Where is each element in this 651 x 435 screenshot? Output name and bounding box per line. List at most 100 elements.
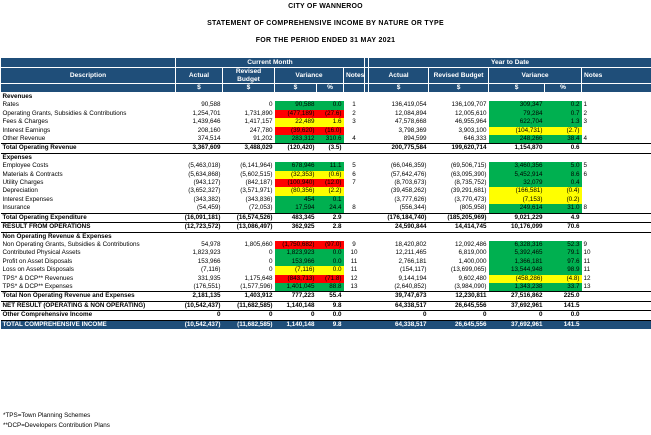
ytd-actual: (176,184,740): [368, 212, 429, 224]
ytd-variance: 3,460,356: [488, 162, 545, 171]
report-header: CITY OF WANNEROO STATEMENT OF COMPREHENS…: [0, 0, 651, 45]
ytd-budget: (8,735,752): [454, 179, 487, 187]
cm-variance-pct: (0.6): [316, 170, 344, 180]
column-gap: [364, 222, 369, 233]
row-description: TOTAL COMPREHENSIVE INCOME: [0, 320, 176, 329]
cm-variance-pct: 0.0: [316, 101, 344, 110]
ytd-budget: 646,333: [463, 135, 487, 143]
ytd-variance: 6,328,316: [488, 240, 545, 250]
row-description: Fees & Charges: [2, 118, 49, 126]
header-cm-budget: Revised Budget: [222, 67, 275, 84]
ytd-variance-pct: (4.8): [544, 274, 582, 283]
ytd-variance: 5,452,914: [488, 170, 545, 180]
ytd-variance-pct: (0.2): [544, 195, 582, 205]
ytd-variance: 9,021,229: [488, 212, 545, 224]
table-row: Profit on Asset Disposals 153,966 0 153,966…: [1, 257, 651, 267]
header-blank: [0, 57, 176, 68]
ytd-variance-pct: 0.7: [544, 109, 582, 119]
footnote-dcp: **DCP=Developers Contribution Plans: [3, 421, 110, 429]
ytd-budget: 12,230,811: [428, 291, 489, 302]
report-period: FOR THE PERIOD ENDED 31 MAY 2021: [255, 37, 396, 44]
footnote-tps: *TPS=Town Planning Schemes: [3, 412, 91, 419]
ytd-note: 12: [583, 274, 591, 282]
column-gap: [364, 143, 369, 154]
ytd-variance-pct: 97.6: [544, 257, 582, 267]
cm-budget: 1,731,890: [244, 109, 273, 117]
ytd-variance: 622,704: [488, 118, 545, 127]
header-cm-notes: Notes: [342, 67, 366, 84]
ytd-budget: 1,400,000: [458, 257, 487, 265]
row-description: Contributed Physical Assets: [2, 249, 81, 257]
table-row: Rates 90,588 0 90,588 0.0 1 136,419,054 136,109…: [1, 101, 651, 110]
cm-budget: 0: [268, 266, 273, 274]
ytd-note: 9: [583, 240, 588, 248]
cm-variance-pct: (97.0): [316, 240, 344, 250]
ytd-budget: 12,005,610: [455, 109, 487, 117]
ytd-note: 1: [583, 101, 588, 109]
cm-budget: 0: [268, 101, 273, 109]
row-description: Employee Costs: [2, 162, 49, 170]
section-header-row: Expenses: [1, 153, 651, 162]
cm-note: 3: [352, 118, 356, 126]
cm-note: 8: [352, 204, 356, 212]
cm-note: 2: [352, 109, 356, 117]
cm-variance-pct: 55.4: [316, 291, 344, 302]
cm-variance: 153,966: [274, 257, 317, 267]
ytd-variance: 13,544,948: [488, 266, 545, 275]
income-statement-table: Current Month Year to Date Description A…: [0, 57, 651, 329]
ytd-actual: (2,640,852): [394, 282, 427, 290]
ytd-actual: (3,777,626): [394, 195, 427, 203]
cm-note: [343, 300, 365, 312]
ytd-actual: 0: [368, 310, 429, 321]
cm-budget: 1,403,912: [222, 291, 275, 302]
cm-budget: (13,086,497): [222, 222, 275, 233]
cm-variance-pct: (16.0): [316, 126, 344, 136]
cm-variance: 90,588: [274, 101, 317, 110]
table-row: TPS* & DCP** Revenues 331,935 1,175,648 (84…: [1, 274, 651, 283]
cm-note: 1: [352, 101, 356, 109]
ytd-variance: 79,284: [488, 109, 545, 119]
ytd-budget: (3,770,473): [454, 195, 487, 203]
cm-variance: (477,189): [274, 109, 317, 119]
cm-variance-pct: (12.0): [316, 179, 344, 188]
cm-budget: (11,682,585): [222, 300, 275, 312]
cm-actual: 153,966: [197, 257, 221, 265]
cm-budget: (343,836): [245, 195, 273, 203]
ytd-actual: (8,703,673): [394, 179, 427, 187]
ytd-variance: 37,692,961: [488, 300, 545, 312]
cm-variance: 283,312: [274, 135, 317, 144]
cm-budget: 0: [222, 310, 275, 321]
cm-variance-pct: 2.9: [316, 212, 344, 224]
cm-variance: (100,940): [274, 179, 317, 188]
header-ytd-notes: Notes: [581, 67, 651, 84]
total-row: Other Comprehensive Income 0 0 0 0.0 0 0 0 0.0: [0, 310, 651, 321]
row-description: Depreciation: [2, 187, 38, 195]
cm-note: 5: [352, 162, 356, 170]
table-row: Fees & Charges 1,439,646 1,417,157 22,489 1.…: [1, 118, 651, 127]
ytd-budget: 46,955,964: [455, 118, 487, 126]
ytd-actual: (39,458,262): [390, 187, 427, 195]
cm-budget: (5,602,515): [240, 170, 273, 178]
total-row: Total Non Operating Revenue and Expenses…: [0, 291, 651, 302]
ytd-note: [581, 222, 651, 233]
ytd-note: [581, 300, 651, 312]
ytd-variance-pct: 8.6: [544, 170, 582, 180]
table-row: Other Revenue 374,514 91,202 283,312 310.6 4 8…: [1, 135, 651, 144]
cm-note: [343, 212, 365, 224]
ytd-actual: 64,338,517: [368, 300, 429, 312]
ytd-budget: (805,958): [459, 204, 487, 212]
cm-budget: 1,417,157: [244, 118, 273, 126]
cm-note: 13: [350, 282, 358, 290]
cm-budget: 91,202: [253, 135, 273, 143]
cm-variance-pct: 2.8: [316, 222, 344, 233]
cm-variance-pct: (2.2): [316, 187, 344, 196]
cm-variance-pct: 1.6: [316, 118, 344, 127]
ytd-note: [582, 196, 651, 204]
table-row: Insurance (54,459) (72,053) 17,594 24.4 8 (556…: [1, 204, 651, 214]
row-description: Operating Grants, Subsidies & Contributi…: [2, 109, 127, 117]
cm-note: [343, 320, 365, 329]
table-row: Interest Earnings 208,160 247,780 (39,620)(…: [1, 126, 651, 136]
ytd-variance: (458,286): [488, 274, 545, 283]
ytd-budget: 12,092,486: [455, 240, 487, 248]
ytd-budget: 136,109,707: [451, 101, 487, 109]
